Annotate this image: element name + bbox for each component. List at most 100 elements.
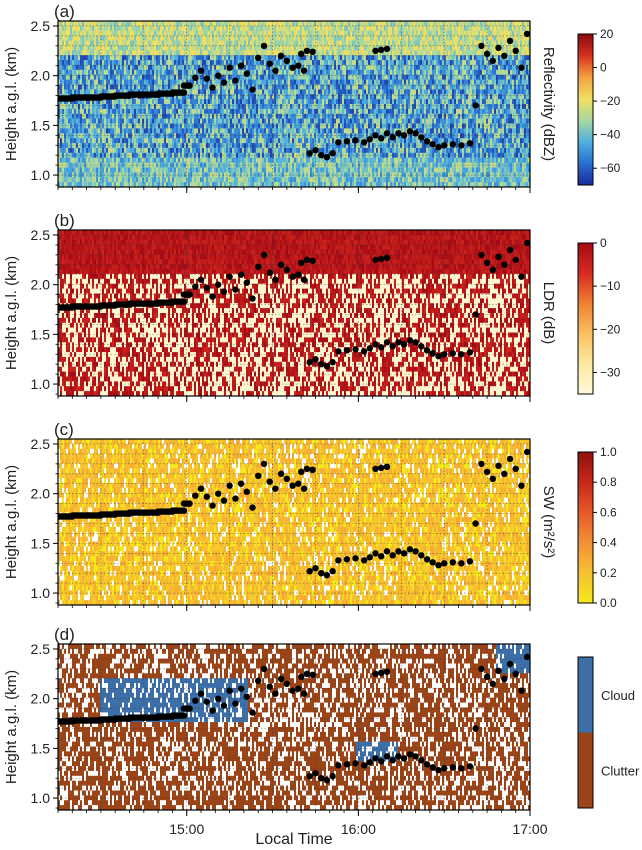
colorbar-label: SW (m²/s²): [540, 486, 557, 558]
colorbar-gradient: [577, 451, 594, 604]
point-15: [215, 281, 222, 288]
colorbar-tick-label: 0.0: [600, 596, 617, 610]
point-72: [383, 463, 391, 470]
point-34: [323, 777, 331, 784]
point-fill-9: [179, 89, 186, 96]
point-41: [372, 550, 379, 557]
y-tick-label: 2.0: [31, 68, 51, 84]
point-40: [366, 759, 373, 766]
plot-frame: [57, 229, 531, 397]
point-58: [478, 460, 485, 468]
point-72: [383, 45, 391, 52]
colorbar-gradient: [577, 242, 594, 395]
point-21: [249, 295, 256, 302]
y-tick-label: 2.0: [31, 691, 51, 707]
panels: 1.01.52.02.5(a)Height a.g.l. (km)200−20−…: [3, 2, 640, 837]
x-axis-label: Local Time: [255, 831, 332, 848]
point-29: [295, 271, 302, 278]
point-51: [429, 141, 436, 148]
point-62: [501, 470, 508, 477]
point-53: [441, 351, 448, 358]
point-21: [249, 504, 256, 511]
point-26: [277, 261, 285, 268]
point-52: [435, 767, 442, 774]
point-12: [197, 690, 205, 697]
point-39: [360, 139, 368, 146]
point-19: [237, 480, 245, 487]
point-62: [501, 52, 508, 59]
point-54: [449, 350, 456, 357]
point-31: [306, 568, 313, 575]
point-61: [495, 462, 502, 469]
point-12: [197, 276, 205, 283]
point-50: [423, 761, 431, 768]
point-51: [429, 350, 436, 357]
point-62: [501, 261, 508, 268]
point-16: [220, 79, 228, 86]
panel-label: (c): [54, 420, 74, 439]
point-24: [266, 683, 273, 690]
point-17: [226, 273, 233, 280]
point-16: [220, 702, 228, 709]
point-68: [303, 465, 311, 472]
point-18: [232, 700, 239, 707]
point-42: [378, 758, 385, 765]
point-18: [232, 286, 239, 293]
point-63: [506, 660, 514, 668]
panel-label: (b): [54, 211, 75, 230]
point-50: [423, 138, 431, 145]
point-18: [232, 77, 239, 84]
y-tick-label: 1.0: [31, 376, 51, 392]
point-66: [523, 448, 530, 456]
colorbar-tick-label: 20: [600, 27, 614, 41]
point-70: [372, 47, 379, 54]
point-12: [197, 67, 205, 74]
point-67: [298, 50, 305, 57]
point-fill-9: [179, 712, 186, 719]
point-55: [458, 765, 465, 772]
point-48: [412, 130, 419, 137]
point-62: [501, 675, 508, 682]
y-axis-label: Height a.g.l. (km): [3, 256, 20, 370]
colorbar-tick-label: −60: [600, 161, 621, 175]
point-15: [215, 72, 222, 79]
point-69: [309, 671, 316, 678]
point-30: [300, 485, 308, 492]
point-55: [458, 142, 465, 149]
colorbar-gradient: [577, 33, 594, 186]
point-52: [435, 144, 442, 151]
point-22: [255, 677, 262, 684]
point-68: [303, 256, 311, 263]
colorbar-category-label: Clutter: [601, 763, 640, 778]
point-14: [209, 84, 216, 91]
point-42: [378, 553, 385, 560]
point-72: [383, 254, 391, 261]
point-63: [506, 37, 514, 45]
point-22: [255, 472, 262, 479]
point-fill-9: [179, 298, 186, 305]
point-14: [209, 293, 216, 300]
y-tick-label: 1.0: [31, 167, 51, 183]
point-40: [366, 345, 373, 352]
point-33: [318, 570, 325, 577]
point-11: [192, 74, 199, 81]
point-13: [203, 75, 210, 82]
point-41: [372, 755, 379, 762]
point-26: [277, 470, 285, 477]
point-56: [466, 558, 474, 565]
point-20: [243, 70, 250, 77]
point-54: [449, 559, 456, 566]
point-42: [378, 135, 385, 142]
point-43: [383, 130, 391, 137]
grid-lines: [58, 439, 530, 605]
panel-2: 1.0 1.5 2.0 2.5(b) Height a.g.l. (km) 0 −10 −20…: [3, 211, 621, 402]
point-16: [220, 497, 228, 504]
point-34: [323, 363, 331, 370]
point-32: [312, 565, 319, 572]
point-67: [298, 259, 305, 266]
point-fill-9: [179, 507, 186, 514]
point-58: [478, 42, 485, 50]
point-58: [478, 251, 485, 259]
colorbar-3: 1.0 0.8 0.6 0.4 0.2 0.0 SW (m²/s²): [540, 445, 617, 610]
y-axis-label: Height a.g.l. (km): [3, 47, 20, 161]
